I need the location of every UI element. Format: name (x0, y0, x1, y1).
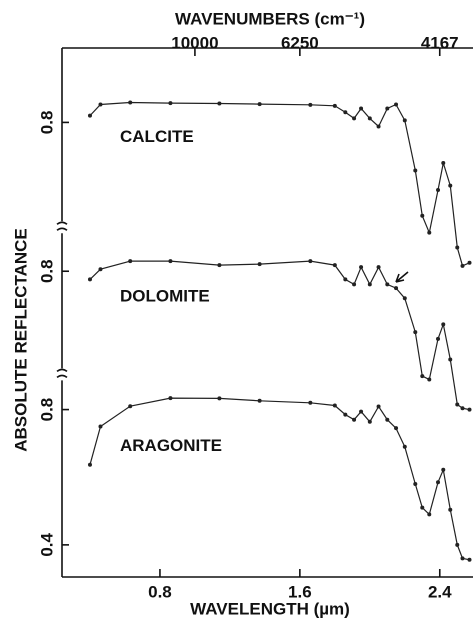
data-point (420, 505, 425, 510)
data-point (427, 377, 432, 382)
data-point (367, 116, 372, 121)
x2-tick-label: 10000 (171, 33, 218, 52)
data-point (385, 282, 390, 287)
data-point (455, 245, 460, 250)
data-point (168, 396, 173, 401)
data-point (217, 263, 222, 268)
data-point (394, 286, 399, 291)
data-point (441, 161, 446, 165)
x2-axis-label: WAVENUMBERS (cm⁻¹) (175, 9, 365, 28)
data-point (308, 400, 313, 405)
data-point (359, 265, 364, 270)
data-point (257, 102, 262, 107)
data-point (385, 417, 390, 422)
data-point (402, 444, 407, 449)
data-point (376, 404, 381, 409)
data-point (455, 402, 460, 407)
data-point (359, 106, 364, 111)
data-point (448, 507, 453, 512)
annotation-arrow (395, 271, 409, 283)
x-tick-label: 2.4 (428, 582, 452, 601)
data-point (367, 419, 372, 424)
series-label: DOLOMITE (120, 287, 210, 306)
series-label: CALCITE (120, 127, 194, 146)
data-point (394, 426, 399, 431)
axis-break (56, 221, 68, 231)
data-point (402, 118, 407, 123)
y-tick-label: 0.8 (37, 259, 56, 283)
data-point (413, 330, 418, 335)
data-point (332, 403, 337, 408)
data-point (436, 188, 441, 193)
y-axis-label: ABSOLUTE REFLECTANCE (11, 228, 30, 452)
data-point (467, 557, 472, 562)
data-point (343, 110, 348, 115)
x-tick-label: 0.8 (148, 582, 172, 601)
data-point (467, 260, 472, 265)
data-point (332, 103, 337, 108)
data-point (441, 322, 446, 327)
data-point (460, 556, 465, 561)
data-point (460, 263, 465, 268)
y-tick-label: 0.8 (37, 111, 56, 135)
data-point (448, 357, 453, 362)
data-point (98, 424, 103, 429)
x-tick-label: 1.6 (288, 582, 312, 601)
data-point (87, 277, 92, 282)
data-point (376, 265, 381, 270)
data-point (168, 259, 173, 264)
data-point (332, 263, 337, 268)
data-point (448, 183, 453, 188)
data-point (343, 412, 348, 417)
data-point (427, 230, 432, 235)
data-point (87, 462, 92, 467)
data-point (460, 406, 465, 411)
data-point (376, 124, 381, 129)
data-point (420, 213, 425, 218)
data-point (394, 102, 399, 107)
data-point (427, 512, 432, 517)
data-point (352, 116, 357, 121)
data-point (436, 336, 441, 341)
data-point (436, 480, 441, 485)
data-point (128, 404, 133, 409)
data-point (402, 296, 407, 301)
x2-tick-label: 6250 (281, 33, 319, 52)
data-point (308, 102, 313, 107)
y-tick-label: 0.8 (37, 398, 56, 422)
series-label: ARAGONITE (120, 436, 222, 455)
data-point (257, 262, 262, 267)
data-point (257, 398, 262, 403)
data-point (367, 282, 372, 287)
data-point (352, 282, 357, 287)
data-point (352, 417, 357, 422)
x2-tick-label: 4167 (421, 33, 459, 52)
x-axis-label: WAVELENGTH (µm) (190, 599, 350, 618)
data-point (343, 277, 348, 282)
data-point (128, 100, 133, 105)
data-point (217, 396, 222, 401)
data-point (467, 407, 472, 412)
data-point (455, 542, 460, 547)
data-point (128, 259, 133, 264)
spectrum-line (89, 397, 470, 561)
data-point (217, 101, 222, 106)
data-point (413, 481, 418, 486)
data-point (413, 168, 418, 173)
axis-break (56, 368, 68, 379)
y-tick-label: 0.4 (37, 533, 56, 557)
data-point (168, 101, 173, 106)
data-point (420, 374, 425, 379)
spectrum-line (89, 260, 470, 411)
data-point (385, 106, 390, 111)
data-point (308, 259, 313, 264)
data-point (98, 267, 103, 272)
data-point (98, 102, 103, 107)
data-point (441, 467, 446, 472)
data-point (359, 409, 364, 414)
data-point (87, 113, 92, 118)
